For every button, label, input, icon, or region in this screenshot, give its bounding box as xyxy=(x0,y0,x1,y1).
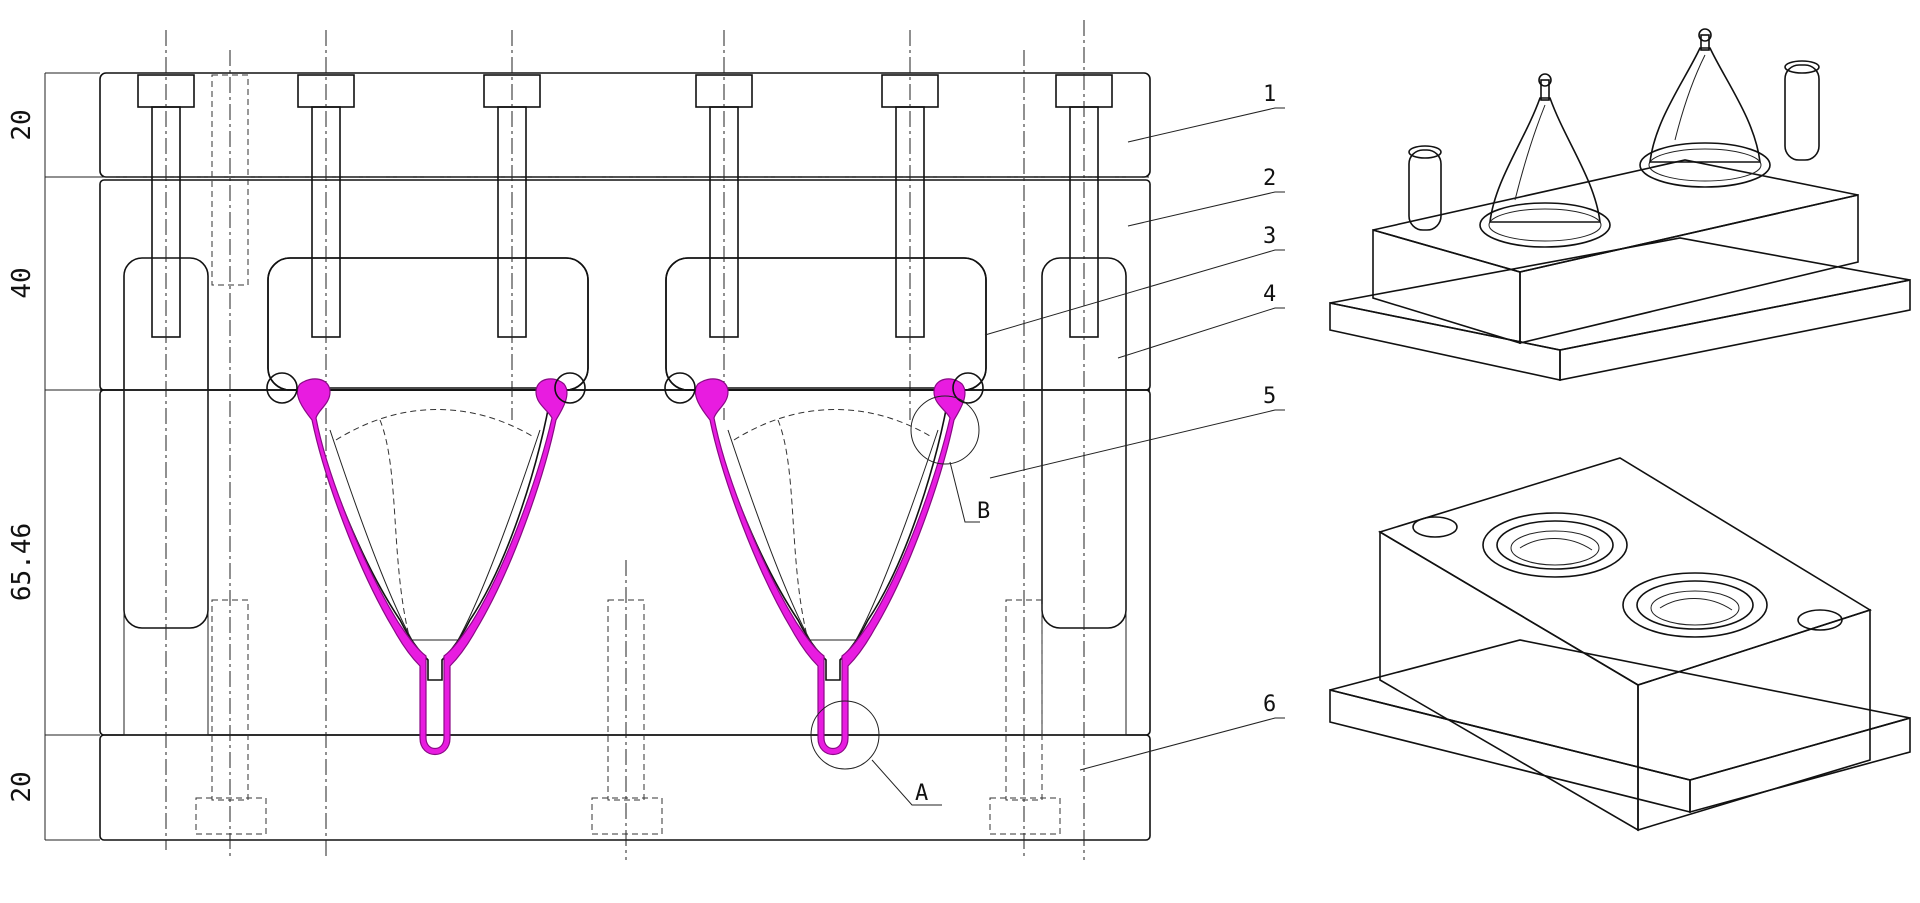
core-block xyxy=(99,389,1151,736)
cavity-insert-left-hatch xyxy=(267,257,589,391)
cap-screw xyxy=(695,30,753,420)
cup-core xyxy=(1649,47,1761,163)
part-label-2: 2 xyxy=(1263,166,1276,191)
o-rings xyxy=(266,372,984,404)
cavity-plate xyxy=(99,179,1151,391)
detail-a-circle xyxy=(810,700,880,770)
top-clamp-plate xyxy=(99,72,1151,178)
cavity-insert-left xyxy=(267,257,589,391)
detail-a-label: A xyxy=(915,781,928,806)
detail-b-label: B xyxy=(977,499,990,524)
cap-screw xyxy=(297,30,355,860)
molded-part-left xyxy=(296,378,568,755)
hidden-bolts-bottom xyxy=(195,50,1061,860)
cup-core xyxy=(1489,97,1601,223)
cap-screw xyxy=(137,30,195,850)
part-label-5: 5 xyxy=(1263,384,1276,409)
cavity-opening xyxy=(1622,572,1768,638)
part-label-4: 4 xyxy=(1263,282,1276,307)
isometric-cavity-half xyxy=(1329,457,1911,832)
molded-part-right xyxy=(694,378,966,755)
cap-screw xyxy=(881,30,939,420)
cavity-opening xyxy=(1482,512,1628,578)
part-label-6: 6 xyxy=(1263,692,1276,717)
isometric-core-half xyxy=(1329,28,1911,381)
dimension-plate-4: 20 xyxy=(7,771,37,802)
part-label-3: 3 xyxy=(1263,224,1276,249)
cap-screw xyxy=(1055,20,1113,860)
section-view: A B 1 2 3 4 5 6 20 40 65.46 20 xyxy=(7,20,1285,860)
dimension-lines xyxy=(44,72,100,841)
part-leaders xyxy=(984,107,1285,771)
part-label-1: 1 xyxy=(1263,82,1276,107)
cavity-insert-right xyxy=(665,257,987,391)
dimension-plate-3: 65.46 xyxy=(7,523,37,601)
detail-b-circle xyxy=(910,395,980,465)
dimension-plate-1: 20 xyxy=(7,109,37,140)
cap-screw xyxy=(483,30,541,420)
guide-hole xyxy=(1797,609,1843,631)
bottom-clamp-plate xyxy=(99,734,1151,841)
dimension-plate-2: 40 xyxy=(7,267,37,298)
detail-a-leader xyxy=(871,759,942,806)
cavity-insert-right-hatch xyxy=(665,257,987,391)
cap-screws-top xyxy=(137,20,1113,860)
guide-hole xyxy=(1412,516,1458,538)
detail-b-leader xyxy=(949,461,980,523)
guide-pin xyxy=(1784,64,1820,161)
guide-pin xyxy=(1408,149,1442,231)
